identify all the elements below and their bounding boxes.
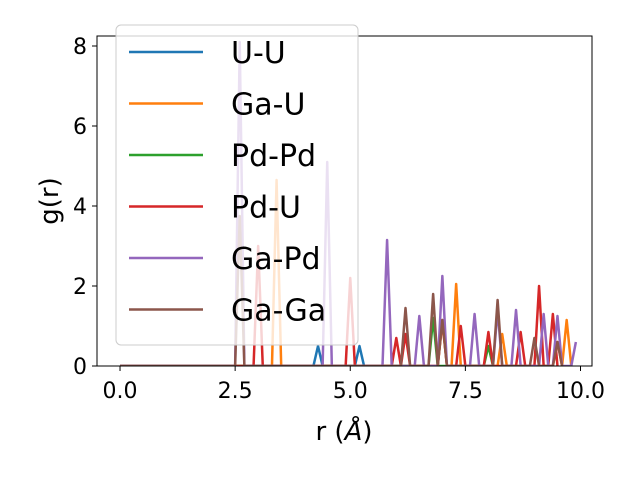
- x-tick-label: 0.0: [103, 379, 138, 404]
- series-line-pd-pd: [120, 316, 495, 366]
- x-axis-label: r (Å): [315, 415, 372, 447]
- legend-label-pd-pd: Pd-Pd: [231, 139, 316, 174]
- y-tick-label: 0: [73, 355, 87, 380]
- y-tick-label: 2: [73, 275, 87, 300]
- x-tick-label: 7.5: [448, 379, 483, 404]
- legend-box: [115, 24, 359, 346]
- tick-layer: 0.0 2.5 5.0 7.5 10.0 0 2 4 6 8: [73, 35, 605, 404]
- legend-label-ga-ga: Ga-Ga: [231, 294, 326, 329]
- x-tick-label: 5.0: [333, 379, 368, 404]
- legend: U-U Ga-U Pd-Pd Pd-U Ga-Pd Ga-Ga: [115, 24, 359, 346]
- y-tick-label: 8: [73, 35, 87, 60]
- y-axis-label: g(r): [35, 177, 65, 224]
- series-line-u-u: [120, 344, 366, 366]
- y-tick-label: 4: [73, 195, 87, 220]
- legend-label-ga-pd: Ga-Pd: [231, 242, 321, 277]
- legend-label-ga-u: Ga-U: [231, 88, 305, 123]
- y-tick-label: 6: [73, 115, 87, 140]
- x-axis-label-prefix: r (: [315, 417, 344, 447]
- series-line-ga-ga: [120, 214, 564, 366]
- x-tick-label: 2.5: [218, 379, 253, 404]
- x-axis-label-suffix: ): [362, 417, 372, 447]
- legend-label-u-u: U-U: [231, 36, 286, 71]
- legend-label-pd-u: Pd-U: [231, 191, 301, 226]
- x-axis-label-unit: Å: [343, 415, 363, 447]
- x-tick-label: 10.0: [556, 379, 605, 404]
